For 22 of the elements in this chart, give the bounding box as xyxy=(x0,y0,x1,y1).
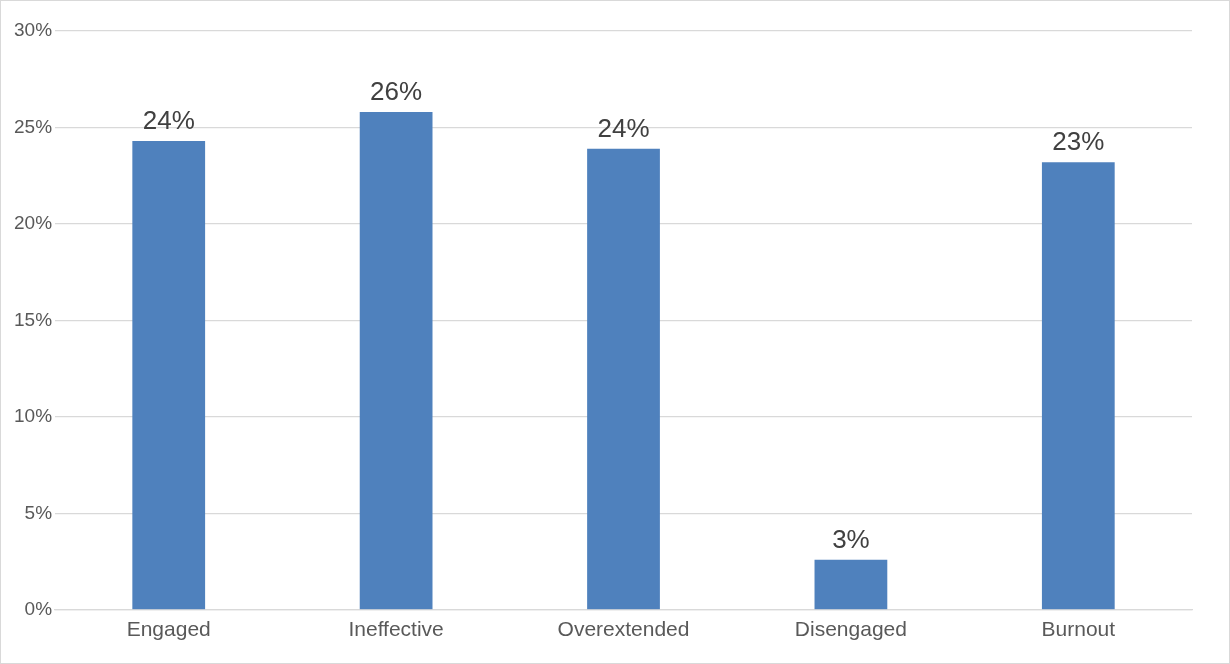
y-tick-label: 15% xyxy=(14,308,53,330)
x-tick-label: Ineffective xyxy=(348,617,444,641)
y-tick-label: 20% xyxy=(14,212,53,234)
x-tick-label: Burnout xyxy=(1041,617,1116,641)
y-tick-label: 25% xyxy=(14,115,53,137)
bar xyxy=(814,559,888,610)
data-label: 23% xyxy=(1052,126,1105,157)
bar xyxy=(587,148,660,610)
y-tick-label: 10% xyxy=(14,405,53,427)
data-label: 24% xyxy=(142,105,195,136)
data-label: 26% xyxy=(370,76,423,107)
y-tick-label: 0% xyxy=(24,598,53,620)
y-tick-label: 30% xyxy=(14,19,53,41)
bar xyxy=(359,112,433,610)
x-tick-label: Engaged xyxy=(126,617,211,641)
x-tick-label: Disengaged xyxy=(794,617,907,641)
data-label: 3% xyxy=(832,523,870,554)
bar xyxy=(1041,162,1115,610)
data-label: 24% xyxy=(597,112,650,143)
y-tick-label: 5% xyxy=(24,501,53,523)
x-tick-label: Overextended xyxy=(557,617,690,641)
bar xyxy=(132,140,206,610)
